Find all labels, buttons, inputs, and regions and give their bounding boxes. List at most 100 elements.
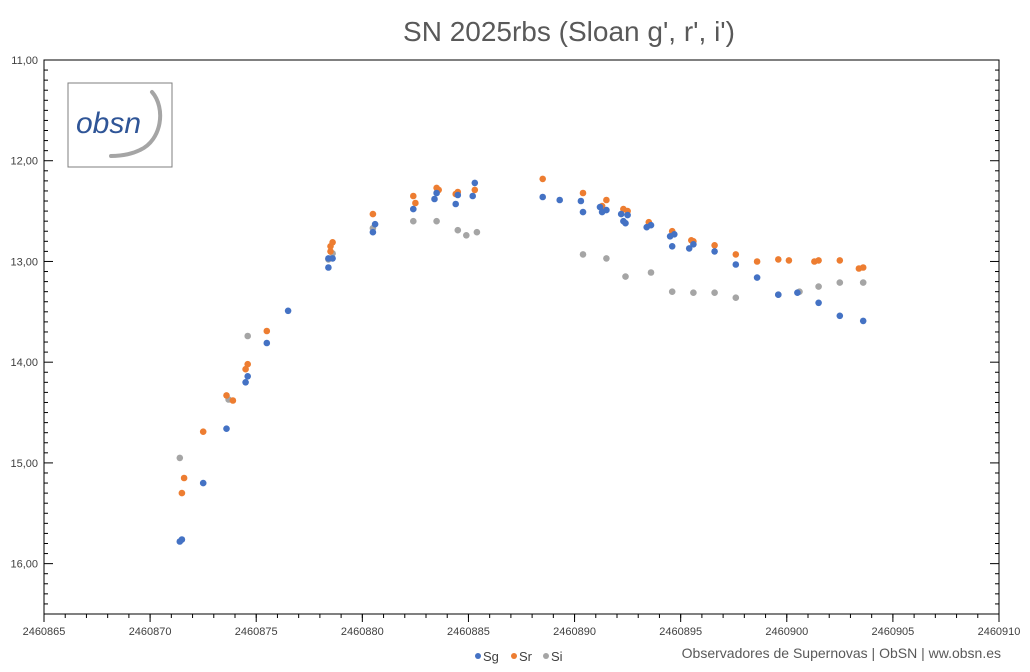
data-point-sr [199,428,207,436]
data-point-sg [263,339,271,347]
data-point-sr [329,239,336,246]
data-point-sg [603,206,610,214]
legend: Sg Sr Si [475,649,563,664]
x-tick-label: 2460900 [765,626,808,638]
data-point-sr [859,264,867,271]
credit-text: Observadores de Supernovas | ObSN | ww.o… [682,645,1001,661]
data-point-sg [836,312,844,320]
x-tick-label: 2460885 [447,626,490,638]
data-point-sg [624,211,631,219]
data-point-sr [775,256,782,263]
data-point-sg [199,479,207,487]
data-point-sg [622,219,629,227]
data-point-sr [815,257,822,264]
data-point-si [647,269,655,276]
y-tick-label: 14,00 [10,357,38,369]
legend-label-si: Si [551,649,563,664]
x-tick-label: 2460910 [978,626,1021,638]
data-point-sg [753,274,761,281]
data-point-si [668,288,676,296]
data-point-si [473,228,481,236]
data-point-sg [325,264,332,271]
data-point-si [454,226,462,234]
data-point-sr [836,257,844,264]
data-point-sr [244,360,251,368]
x-tick-label: 2460870 [129,626,172,638]
data-point-si [463,232,470,239]
data-point-sr [603,196,610,204]
data-point-sg [794,289,801,297]
obsn-logo: obsn [67,82,173,168]
data-point-sr [412,199,419,207]
data-point-sr [711,242,718,249]
data-point-sr [579,189,587,197]
data-point-sg [178,536,186,543]
data-point-sg [223,425,230,433]
y-tick-label: 11,00 [11,55,38,67]
data-point-sg [617,210,625,218]
data-point-sg [647,221,655,229]
data-point-sg [371,220,379,228]
data-point-sr [369,210,377,218]
legend-marker-si [543,653,549,659]
data-point-sg [329,255,336,262]
data-point-si [410,217,417,225]
data-point-si [815,283,822,290]
y-major-ticks [44,59,999,565]
data-point-sg [454,191,462,199]
data-point-sg [369,228,377,236]
data-point-sg [815,299,822,307]
data-point-sg [668,243,676,250]
data-point-sr [263,327,271,335]
legend-marker-sg [475,653,481,659]
data-point-si [622,273,629,280]
data-point-sg [284,307,292,315]
data-point-sg [690,241,697,248]
chart-title: SN 2025rbs (Sloan g', r', i') [403,16,735,47]
data-point-si [732,294,740,302]
data-point-sg [242,379,249,386]
data-points [176,175,867,545]
data-point-sg [596,203,604,211]
x-tick-label: 2460890 [553,626,596,638]
y-tick-label: 15,00 [10,458,38,470]
data-point-sr [327,248,334,255]
x-tick-label: 2460880 [341,626,384,638]
data-point-sg [671,231,678,238]
legend-marker-sr [511,653,517,659]
data-point-si [603,255,610,262]
data-point-sr [410,192,417,200]
plot-area [43,59,1000,615]
data-point-sg [469,192,477,200]
data-point-sr [539,175,546,183]
data-point-si [711,289,718,297]
y-tick-label: 16,00 [10,559,38,571]
data-point-sg [452,200,460,208]
data-point-si [859,279,867,286]
data-point-sg [579,208,587,216]
data-point-si [176,454,184,462]
data-point-sr [178,489,186,497]
legend-label-sg: Sg [483,649,499,664]
data-point-sg [539,193,546,201]
x-tick-label: 2460865 [23,626,66,638]
y-tick-labels: 11,00 12,00 13,00 14,00 15,00 16,00 [10,55,38,571]
data-point-si [836,279,844,286]
data-point-sr [753,258,761,265]
data-point-sr [223,392,230,399]
data-point-sg [556,196,563,204]
data-point-sg [859,317,867,325]
data-point-sg [433,189,440,197]
data-point-sg [577,197,585,205]
x-tick-label: 2460875 [235,626,278,638]
x-major-ticks [43,614,1000,622]
data-point-sr [471,186,479,194]
data-point-sr [785,257,793,264]
data-point-sr [180,474,188,482]
data-point-si [579,251,587,258]
data-point-sg [244,373,251,380]
y-minor-ticks [44,69,999,615]
legend-label-sr: Sr [519,649,533,664]
logo-text: obsn [76,107,141,140]
